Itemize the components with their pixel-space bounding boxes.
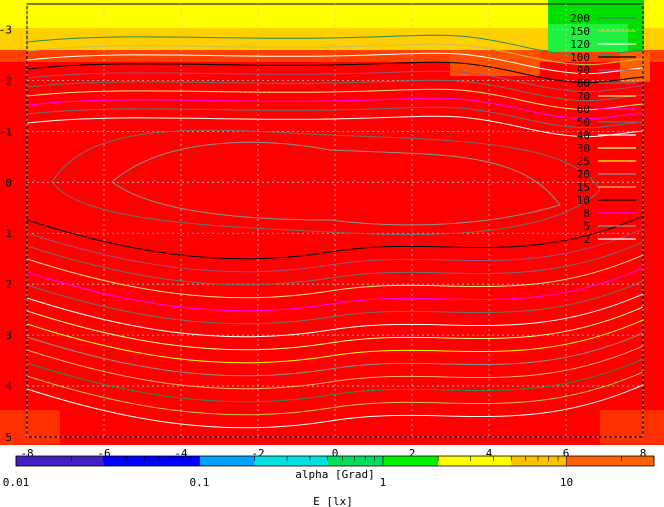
legend-label: 10 [577, 194, 590, 207]
contour-line [26, 293, 644, 338]
colorbar-tick-label: 0.1 [190, 476, 210, 489]
x-tick-label: 6 [563, 447, 570, 460]
y-tick-labels: -3 -2 -1 0 1 2 3 4 5 [0, 23, 12, 444]
contour-line [26, 43, 644, 66]
heatmap-top-right-green2 [548, 24, 628, 52]
colorbar-segment [199, 456, 255, 466]
contour-line [26, 280, 644, 325]
legend-label: 8 [583, 207, 590, 220]
colorbar-tick-label: 0.01 [3, 476, 30, 489]
y-tick-label: 1 [5, 227, 12, 240]
heatmap-base [0, 0, 664, 445]
contour-line-closed [111, 141, 561, 226]
legend-label: 80 [577, 77, 590, 90]
contour-line [26, 241, 644, 286]
colorbar-segment [382, 456, 439, 466]
contour-line [26, 88, 644, 111]
colorbar [15, 455, 655, 467]
legend-label: 200 [570, 12, 590, 25]
colorbar-segment [254, 456, 328, 466]
contour-line [26, 254, 644, 299]
contour-line [26, 215, 644, 260]
contour-line [26, 106, 644, 129]
legend-label: 30 [577, 142, 590, 155]
contour-line [26, 319, 644, 364]
legend-label: 50 [577, 116, 590, 129]
legend-label: 120 [570, 38, 590, 51]
contour-line [26, 228, 644, 273]
contour-line [26, 61, 644, 84]
colorbar-tick-label: 10 [560, 476, 573, 489]
colorbar-segment [327, 456, 383, 466]
y-tick-label: 2 [5, 278, 12, 291]
contour-line [26, 332, 644, 377]
heatmap-top-amber [0, 28, 664, 50]
contour-line [26, 115, 644, 138]
legend-label: 2 [583, 233, 590, 246]
contour-line [26, 358, 644, 403]
colorbar-segment [103, 456, 200, 466]
legend-label: 20 [577, 168, 590, 181]
y-tick-label: -3 [0, 23, 12, 36]
colorbar-segment [438, 456, 512, 466]
legend-label: 5 [583, 220, 590, 233]
legend-label: 150 [570, 25, 590, 38]
x-tick-label: 2 [409, 447, 416, 460]
y-tick-label: 4 [5, 380, 12, 393]
contour-line [26, 306, 644, 351]
legend-label: 60 [577, 103, 590, 116]
legend-label: 90 [577, 64, 590, 77]
colorbar-tick-labels: 0.01 0.1 1 10 [3, 476, 573, 489]
contour-line [26, 97, 644, 120]
colorbar-segment [511, 456, 567, 466]
contour-lines [26, 34, 644, 429]
heatmap-bottom-right [600, 410, 664, 445]
legend-label: 70 [577, 90, 590, 103]
legend-label: 25 [577, 155, 590, 168]
x-tick-label: 8 [640, 447, 647, 460]
contour-line [26, 34, 644, 57]
colorbar-e-label: E [lx] [313, 495, 353, 507]
legend-label: 15 [577, 181, 590, 194]
contour-line [26, 52, 644, 75]
contour-line-closed [51, 129, 601, 236]
contour-line [26, 70, 644, 93]
legend-label: 40 [577, 129, 590, 142]
heatmap-bottom-left [0, 410, 60, 445]
colorbar-segment [16, 456, 104, 466]
legend-label: 100 [570, 51, 590, 64]
y-tick-label: 3 [5, 329, 12, 342]
colorbar-alpha-label: alpha [Grad] [295, 468, 374, 481]
y-tick-label: 0 [5, 176, 12, 189]
y-tick-label: -2 [0, 74, 12, 87]
contour-line [26, 371, 644, 416]
y-tick-label: 5 [5, 431, 12, 444]
x-tick-label: 0 [332, 447, 339, 460]
contour-line [26, 79, 644, 102]
colorbar-tick-label: 1 [380, 476, 387, 489]
y-tick-label: -1 [0, 125, 12, 138]
colorbar-segment [566, 456, 654, 466]
contour-line [26, 384, 644, 429]
x-tick-label: 4 [486, 447, 493, 460]
contour-line [26, 345, 644, 390]
contour-line [26, 267, 644, 312]
heatmap-field [0, 0, 664, 445]
